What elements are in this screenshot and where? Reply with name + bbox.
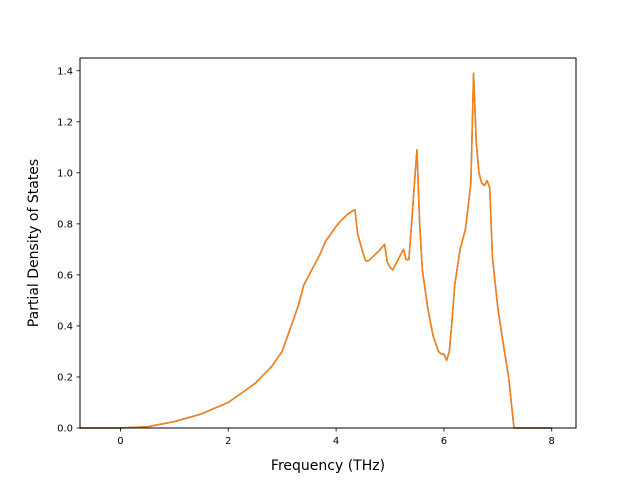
x-tick-label: 4 bbox=[333, 436, 339, 447]
axes-frame bbox=[79, 57, 577, 429]
y-tick-label: 1.4 bbox=[57, 66, 73, 77]
y-axis-title: Partial Density of States bbox=[26, 159, 42, 327]
y-tick-label: 0.6 bbox=[57, 270, 73, 281]
x-tick-label: 2 bbox=[225, 436, 231, 447]
y-tick-label: 0.0 bbox=[57, 424, 73, 435]
x-tick-label: 6 bbox=[441, 436, 447, 447]
x-tick-label: 0 bbox=[117, 436, 123, 447]
y-tick-label: 0.8 bbox=[57, 219, 73, 230]
series-layer bbox=[79, 72, 553, 429]
x-axis-ticks: 0 2 4 6 8 bbox=[117, 428, 555, 447]
x-axis-title: Frequency (THz) bbox=[271, 458, 385, 474]
series-line-2 bbox=[79, 72, 553, 429]
y-axis-ticks: 0.0 0.2 0.4 0.6 0.8 1.0 1.2 1.4 bbox=[57, 66, 80, 435]
y-tick-label: 1.0 bbox=[57, 168, 73, 179]
plot-area bbox=[79, 57, 577, 429]
plot-background bbox=[80, 58, 576, 428]
y-tick-label: 0.2 bbox=[57, 372, 73, 383]
y-tick-label: 0.4 bbox=[57, 321, 73, 332]
y-tick-label: 1.2 bbox=[57, 117, 73, 128]
x-tick-label: 8 bbox=[549, 436, 555, 447]
